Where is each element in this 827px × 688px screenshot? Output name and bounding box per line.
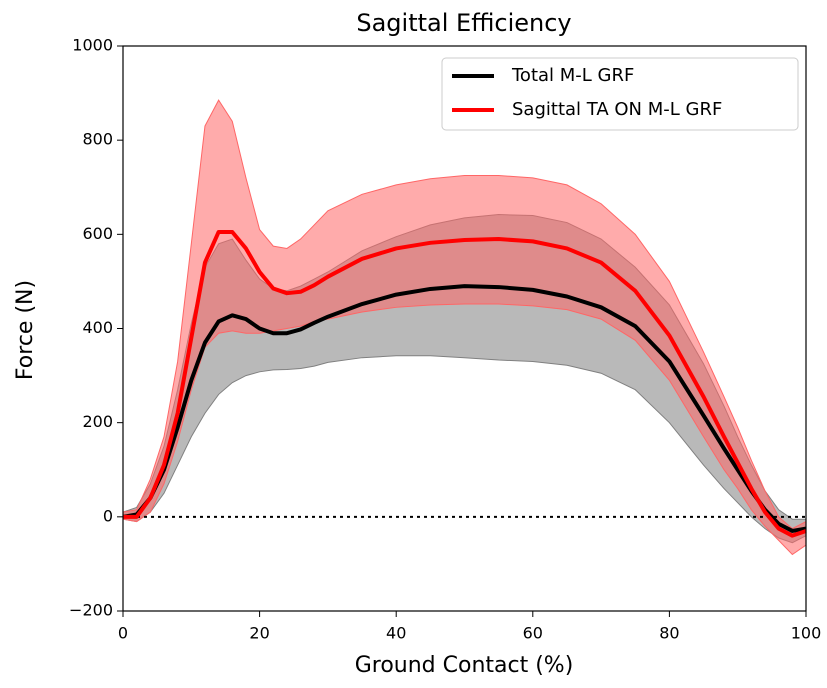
- y-tick-label: 600: [82, 224, 113, 243]
- mean-line: [122, 284, 807, 533]
- x-tick-label: 100: [791, 624, 822, 643]
- x-axis-label: Ground Contact (%): [355, 653, 574, 678]
- y-tick-label: −200: [69, 601, 113, 620]
- x-tick-label: 80: [659, 624, 679, 643]
- legend-label: Sagittal TA ON M-L GRF: [512, 99, 722, 120]
- legend-box: [441, 57, 799, 131]
- y-axis-label: Force (N): [13, 280, 38, 380]
- y-tick-label: 800: [82, 130, 113, 149]
- x-tick-label: 0: [118, 624, 128, 643]
- y-tick-label: 1000: [72, 36, 113, 55]
- x-tick-label: 40: [386, 624, 406, 643]
- chart-title: Sagittal Efficiency: [356, 9, 571, 37]
- y-tick-label: 400: [82, 318, 113, 337]
- x-tick-label: 20: [249, 624, 269, 643]
- y-tick-label: 0: [103, 506, 113, 525]
- legend-label: Total M-L GRF: [511, 65, 634, 86]
- mean-line: [123, 229, 807, 538]
- y-tick-label: 200: [82, 412, 113, 431]
- x-tick-label: 60: [523, 624, 543, 643]
